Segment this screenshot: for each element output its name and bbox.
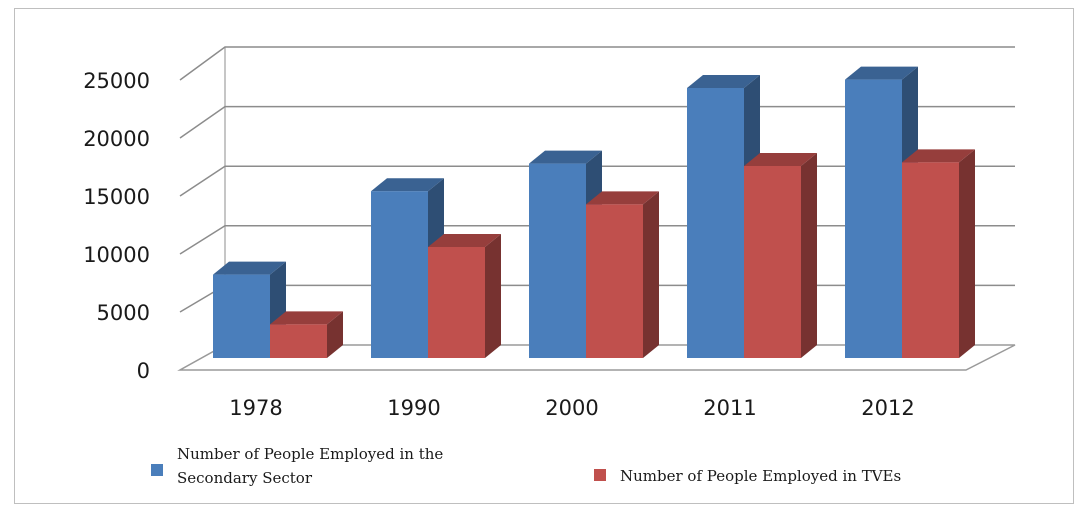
- bar: [744, 166, 801, 358]
- y-tick-label: 10000: [83, 243, 150, 267]
- bar: [371, 191, 428, 358]
- bar-side: [801, 153, 817, 358]
- bar: [428, 247, 485, 358]
- bar: [529, 163, 586, 358]
- legend-label-tves: Number of People Employed in TVEs: [620, 467, 901, 485]
- x-category-label: 2011: [703, 396, 756, 420]
- bars: [213, 66, 975, 358]
- x-category-label: 1978: [229, 396, 282, 420]
- legend: Number of People Employed in the Seconda…: [151, 445, 901, 487]
- bar: [845, 79, 902, 358]
- x-category-label: 2012: [861, 396, 914, 420]
- y-tick-label: 0: [137, 359, 150, 383]
- legend-swatch-tves: [594, 469, 606, 481]
- bar: [586, 204, 643, 358]
- x-axis-categories: 1978 1990 2000 2011 2012: [229, 396, 914, 420]
- y-axis-ticks: 0 5000 10000 15000 20000 25000: [83, 69, 150, 383]
- bar: [270, 324, 327, 358]
- legend-label-secondary: Number of People Employed in the Seconda…: [177, 445, 448, 487]
- bar: [213, 274, 270, 358]
- bar: [687, 88, 744, 358]
- bar-top: [845, 66, 918, 80]
- gridline: [179, 46, 1015, 81]
- legend-swatch-secondary: [151, 464, 163, 476]
- x-category-label: 2000: [545, 396, 598, 420]
- bar-side: [959, 149, 975, 358]
- bar-side: [643, 191, 659, 358]
- bar-top: [744, 153, 817, 166]
- legend-line: Number of People Employed in TVEs: [620, 467, 901, 485]
- legend-line: Number of People Employed in the: [177, 445, 443, 463]
- legend-line: Secondary Sector: [177, 469, 313, 487]
- bar-top: [902, 149, 975, 163]
- bar-top: [428, 234, 501, 247]
- bar-top: [213, 261, 286, 275]
- y-tick-label: 20000: [83, 127, 150, 151]
- bar: [902, 162, 959, 358]
- bar-top: [371, 178, 444, 192]
- bar-side: [327, 311, 343, 358]
- bar-top: [586, 191, 659, 205]
- x-category-label: 1990: [387, 396, 440, 420]
- bar-top: [270, 311, 343, 325]
- bar-side: [485, 234, 501, 358]
- bar-top: [687, 75, 760, 88]
- y-tick-label: 5000: [97, 301, 150, 325]
- y-tick-label: 25000: [83, 69, 150, 93]
- bar-top: [529, 150, 602, 164]
- y-tick-label: 15000: [83, 185, 150, 209]
